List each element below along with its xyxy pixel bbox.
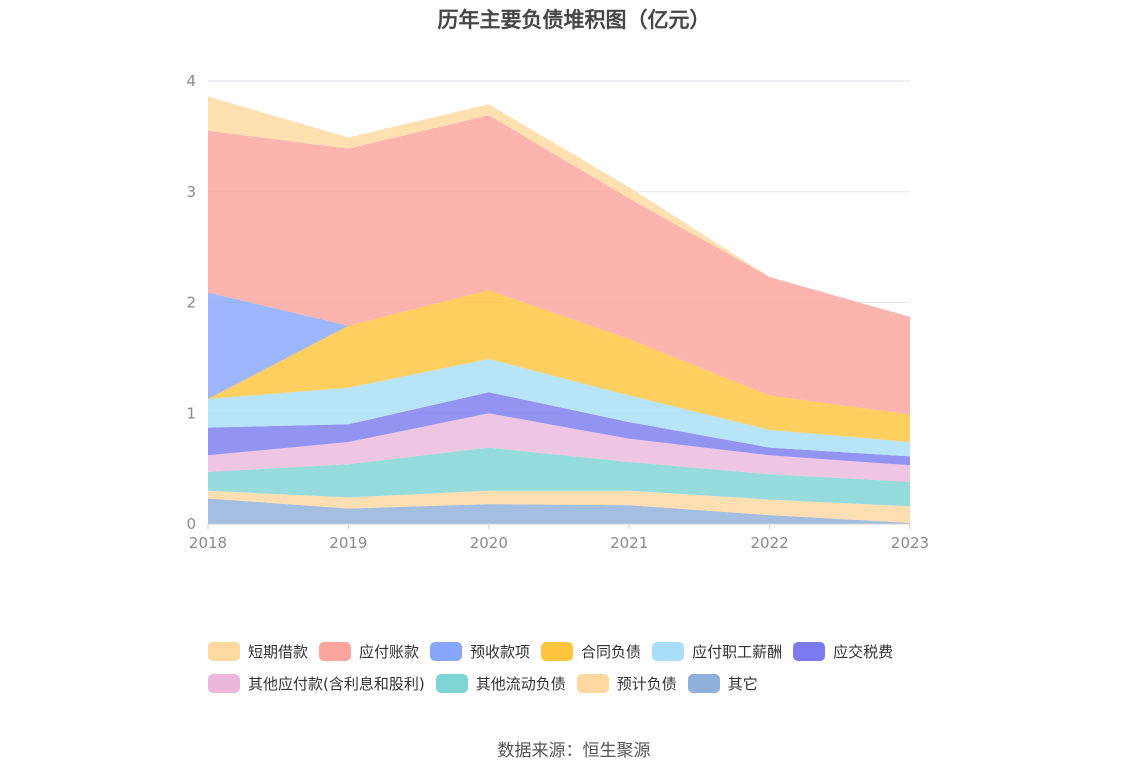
legend-item[interactable]: 合同负债 xyxy=(541,641,641,662)
legend-item[interactable]: 应交税费 xyxy=(793,641,893,662)
chart-legend: 短期借款 应付账款 预收款项 合同负债 应付职工薪酬 应交税费 其他应付款(含利… xyxy=(208,640,968,704)
legend-item[interactable]: 应付职工薪酬 xyxy=(652,641,782,662)
legend-item[interactable]: 其它 xyxy=(687,673,758,694)
legend-row-2: 其他应付款(含利息和股利) 其他流动负债 预计负债 其它 xyxy=(208,672,968,694)
legend-swatch xyxy=(319,641,352,661)
axes: 0 1 2 3 4 2018 2019 2020 2021 2022 2023 xyxy=(186,72,929,552)
x-tick-label: 2023 xyxy=(891,534,929,552)
legend-label: 预收款项 xyxy=(470,642,531,661)
legend-item[interactable]: 其他应付款(含利息和股利) xyxy=(208,673,425,694)
legend-label: 应付职工薪酬 xyxy=(692,642,783,661)
legend-label: 其他应付款(含利息和股利) xyxy=(248,674,425,693)
legend-item[interactable]: 短期借款 xyxy=(208,641,308,662)
legend-label: 短期借款 xyxy=(248,642,309,661)
legend-item[interactable]: 其他流动负债 xyxy=(435,673,566,694)
y-tick-label: 2 xyxy=(186,294,196,312)
x-tick-label: 2018 xyxy=(189,534,227,552)
legend-item[interactable]: 预计负债 xyxy=(576,673,677,694)
y-tick-label: 0 xyxy=(186,515,196,533)
legend-row-1: 短期借款 应付账款 预收款项 合同负债 应付职工薪酬 应交税费 xyxy=(208,640,968,662)
area-series-2[interactable] xyxy=(208,447,910,507)
area-series-6[interactable] xyxy=(208,290,910,442)
legend-swatch xyxy=(208,673,240,693)
area-series-3[interactable] xyxy=(208,413,910,482)
y-tick-label: 4 xyxy=(186,72,196,90)
x-tick-label: 2021 xyxy=(610,534,648,552)
area-series-9[interactable] xyxy=(208,96,910,317)
y-tick-label: 1 xyxy=(186,404,196,422)
legend-label: 预计负债 xyxy=(616,674,677,693)
legend-swatch xyxy=(435,673,468,693)
legend-label: 其他流动负债 xyxy=(475,674,566,693)
data-source-note: 数据来源：恒生聚源 xyxy=(497,741,651,761)
legend-label: 合同负债 xyxy=(581,642,642,661)
legend-swatch xyxy=(541,641,574,661)
legend-item[interactable]: 应付账款 xyxy=(319,641,419,662)
legend-swatch xyxy=(208,641,240,661)
legend-swatch xyxy=(576,673,609,693)
area-series-5[interactable] xyxy=(208,359,910,457)
legend-swatch xyxy=(687,673,720,693)
chart-title: 历年主要负债堆积图（亿元） xyxy=(437,8,711,32)
area-series-4[interactable] xyxy=(208,392,910,466)
legend-swatch xyxy=(652,641,685,661)
x-tick-label: 2019 xyxy=(329,534,367,552)
x-tick-label: 2020 xyxy=(470,534,508,552)
y-tick-label: 3 xyxy=(186,183,196,201)
legend-label: 其它 xyxy=(727,674,758,693)
area-series-8[interactable] xyxy=(208,115,910,415)
x-tick-label: 2022 xyxy=(751,534,789,552)
area-series-1[interactable] xyxy=(208,490,910,523)
legend-swatch xyxy=(793,641,826,661)
area-series-0[interactable] xyxy=(208,498,910,525)
legend-label: 应交税费 xyxy=(833,642,894,661)
area-series xyxy=(208,96,910,525)
legend-item[interactable]: 预收款项 xyxy=(430,641,530,662)
legend-label: 应付账款 xyxy=(359,642,420,661)
legend-swatch xyxy=(430,641,463,661)
